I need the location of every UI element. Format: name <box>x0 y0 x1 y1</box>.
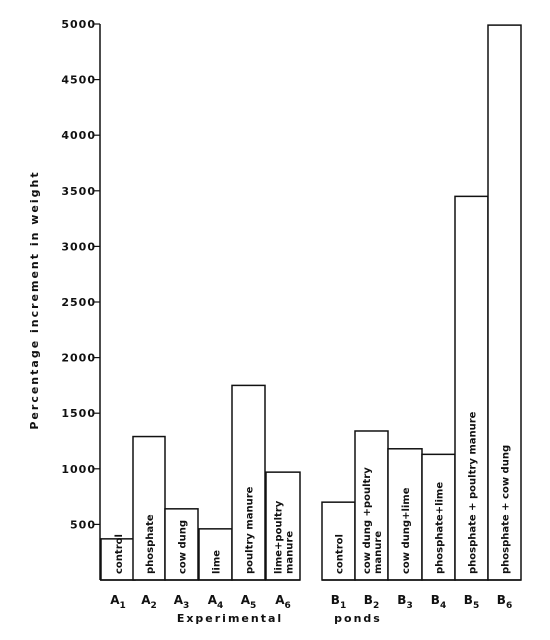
bar-label: lime <box>212 550 223 574</box>
y-axis: 500 1000 1500 2000 2500 3000 3500 4000 4500 5000 <box>61 18 101 580</box>
bar-label: lime+poultry <box>274 500 285 574</box>
x-tick-label: B1 <box>331 593 346 611</box>
y-tick-label: 1000 <box>61 463 96 476</box>
bar-label: phosphate+lime <box>435 482 446 574</box>
x-tick-label: A6 <box>275 593 291 611</box>
bar-label: manure <box>285 531 296 574</box>
bar-a2 <box>132 435 166 581</box>
bar-label: cow dung +poultry <box>362 467 373 574</box>
x-tick-label: B6 <box>497 593 512 611</box>
x-tick-label: B2 <box>364 593 379 611</box>
bar-a5 <box>231 384 266 581</box>
x-tick-label: A2 <box>141 593 157 611</box>
x-tick-label: A3 <box>174 593 190 611</box>
bar-label: manure <box>373 531 384 574</box>
bar-label: cow dung+lime <box>401 487 412 574</box>
bar-label: control <box>335 534 346 574</box>
y-tick-label: 3000 <box>61 240 96 253</box>
y-tick-label: 5000 <box>61 18 96 31</box>
y-tick-label: 1500 <box>61 407 96 420</box>
y-tick-label: 4000 <box>61 129 96 142</box>
bar-label: poultry manure <box>245 486 256 574</box>
x-tick-label: B3 <box>397 593 412 611</box>
y-tick-label: 2000 <box>61 352 96 365</box>
y-axis-title: Percentage increment in weight <box>28 170 41 429</box>
bar-label: cow dung <box>178 520 189 574</box>
bar-b5 <box>454 195 489 581</box>
y-tick-label: 500 <box>70 518 96 531</box>
x-tick-label: A1 <box>110 593 126 611</box>
x-axis-title-part-1: Experimental <box>177 612 283 625</box>
bar-label: phosphate <box>145 514 156 574</box>
bar-label: phosphate + cow dung <box>501 445 512 574</box>
y-tick-label: 3500 <box>61 185 96 198</box>
x-tick-label: A4 <box>208 593 224 611</box>
x-tick-label: B5 <box>464 593 479 611</box>
bar-b1 <box>321 501 356 581</box>
x-axis-title-part-2: ponds <box>334 612 382 625</box>
bar-label: control <box>114 534 125 574</box>
bar-a3 <box>164 508 199 581</box>
x-tick-label: A5 <box>241 593 257 611</box>
bar-a6 <box>265 471 301 581</box>
bars: control phosphate cow dung lime poultry manu… <box>100 24 522 581</box>
bar-a1 <box>100 538 136 581</box>
bar-b3 <box>387 448 423 581</box>
y-tick-label: 4500 <box>61 74 96 87</box>
x-axis: A1 A2 A3 A4 A5 A6 B1 B2 B3 B4 B5 B6 <box>100 579 521 611</box>
bar-a4 <box>198 528 233 581</box>
y-tick-label: 2500 <box>61 296 96 309</box>
bar-b6 <box>487 24 522 581</box>
bar-label: phosphate + poultry manure <box>468 411 479 574</box>
x-tick-label: B4 <box>431 593 446 611</box>
